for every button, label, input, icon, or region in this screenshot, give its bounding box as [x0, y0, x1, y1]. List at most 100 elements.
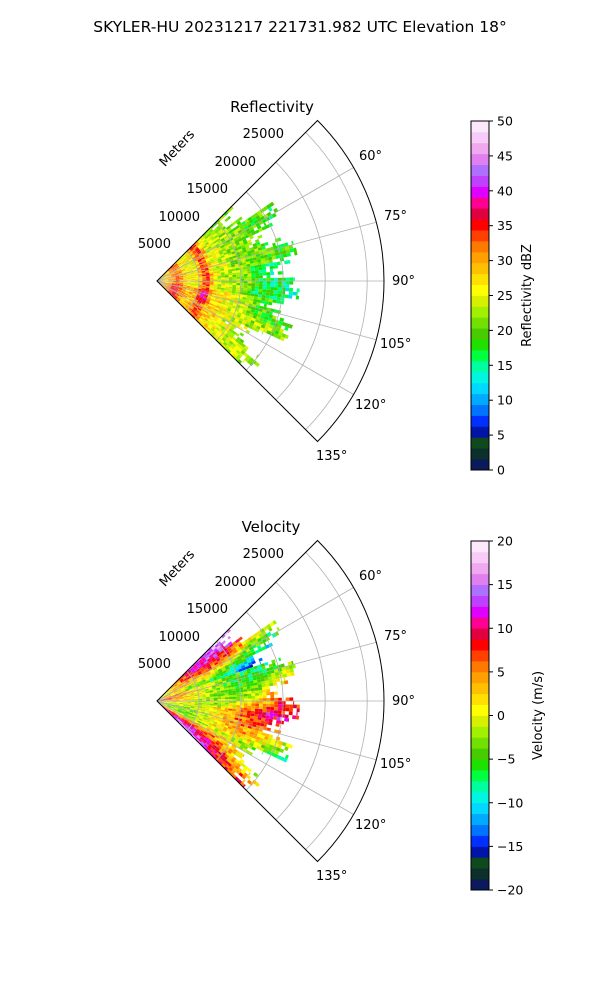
velocity-gate: [219, 725, 225, 729]
velocity-gate: [215, 651, 221, 655]
reflectivity-gate: [260, 215, 266, 221]
velocity-gate: [269, 682, 274, 687]
velocity-gate: [278, 657, 282, 662]
colorbar-band: [471, 693, 489, 705]
reflectivity-gate: [266, 330, 272, 335]
reflectivity-gate: [235, 270, 240, 273]
reflectivity-gate: [223, 295, 228, 298]
reflectivity-gate: [205, 288, 210, 291]
velocity-gate: [212, 711, 217, 714]
reflectivity-gate: [185, 289, 190, 292]
velocity-gate: [231, 762, 237, 768]
velocity-gate: [276, 754, 282, 760]
velocity-gate: [190, 707, 195, 709]
reflectivity-gate: [202, 245, 207, 249]
velocity-gate: [191, 669, 196, 673]
velocity-gate: [199, 660, 204, 665]
reflectivity-gate: [216, 290, 221, 293]
velocity-gate: [217, 646, 222, 651]
reflectivity-gate: [208, 254, 213, 258]
reflectivity-gate: [195, 304, 199, 308]
reflectivity-gate: [271, 252, 276, 257]
velocity-gate: [208, 743, 213, 748]
reflectivity-gate: [231, 292, 236, 296]
velocity-gate: [248, 751, 253, 756]
velocity-gate: [196, 735, 201, 739]
reflectivity-gate: [181, 298, 186, 302]
velocity-gate: [187, 676, 192, 680]
reflectivity-gate: [229, 326, 235, 331]
reflectivity-gate: [221, 232, 226, 236]
reflectivity-gate: [220, 273, 225, 276]
velocity-gate: [190, 697, 195, 699]
velocity-gate: [194, 695, 199, 698]
reflectivity-gate: [245, 329, 251, 334]
reflectivity-gate: [246, 310, 251, 314]
velocity-gate: [180, 686, 184, 689]
reflectivity-gate: [194, 287, 198, 290]
velocity-gate: [173, 690, 178, 693]
velocity-gate: [186, 705, 191, 708]
velocity-gate: [185, 673, 190, 678]
velocity-gate: [292, 715, 297, 720]
reflectivity-gate: [254, 267, 259, 271]
reflectivity-gate: [227, 227, 232, 232]
velocity-gate: [184, 678, 189, 682]
reflectivity-gate: [261, 226, 267, 231]
reflectivity-gate: [183, 277, 188, 279]
velocity-gate: [192, 670, 197, 674]
reflectivity-gate: [190, 272, 195, 274]
velocity-gate: [266, 701, 271, 704]
reflectivity-gate: [194, 274, 199, 277]
velocity-gate: [205, 735, 211, 739]
reflectivity-gate: [218, 228, 224, 233]
reflectivity-gate: [224, 229, 229, 234]
velocity-gate: [160, 703, 164, 706]
reflectivity-theta-tick-135: 135°: [316, 449, 347, 464]
velocity-gate: [270, 741, 275, 746]
reflectivity-gate: [183, 276, 188, 278]
velocity-gate: [262, 709, 267, 713]
velocity-gate: [183, 703, 188, 705]
velocity-gate: [203, 725, 208, 729]
velocity-gate: [274, 697, 279, 701]
reflectivity-gate: [246, 354, 252, 360]
velocity-gate: [196, 663, 201, 667]
reflectivity-gate: [242, 359, 246, 363]
reflectivity-gate: [239, 305, 245, 310]
velocity-gate: [222, 682, 227, 686]
reflectivity-gate: [262, 289, 267, 293]
velocity-gate: [167, 695, 172, 698]
velocity-gate: [182, 676, 187, 680]
velocity-gate: [256, 733, 262, 738]
velocity-gate: [207, 684, 212, 688]
velocity-gate: [166, 692, 170, 696]
velocity-gate: [209, 719, 215, 723]
velocity-gate: [263, 642, 267, 647]
reflectivity-gate: [225, 282, 229, 285]
reflectivity-gate: [226, 263, 232, 267]
velocity-gate: [270, 694, 275, 699]
velocity-gate: [210, 644, 215, 649]
reflectivity-gate: [251, 359, 257, 365]
velocity-gate: [221, 722, 226, 725]
reflectivity-gate: [201, 301, 206, 304]
reflectivity-gate: [233, 320, 238, 325]
reflectivity-gate: [198, 245, 203, 249]
velocity-gate: [192, 712, 197, 715]
reflectivity-gate: [254, 328, 260, 333]
velocity-gate: [191, 734, 196, 739]
velocity-gate: [208, 710, 213, 713]
velocity-gate: [176, 711, 181, 714]
reflectivity-gate: [179, 284, 184, 286]
reflectivity-gate: [228, 275, 233, 278]
reflectivity-gate: [218, 259, 223, 263]
velocity-gate: [228, 693, 233, 696]
reflectivity-gate: [214, 334, 219, 339]
reflectivity-gate: [268, 259, 273, 264]
velocity-gate: [259, 695, 263, 699]
reflectivity-gate: [223, 211, 229, 216]
reflectivity-gate: [249, 357, 255, 363]
velocity-gate: [200, 675, 205, 679]
velocity-gate: [212, 658, 217, 663]
